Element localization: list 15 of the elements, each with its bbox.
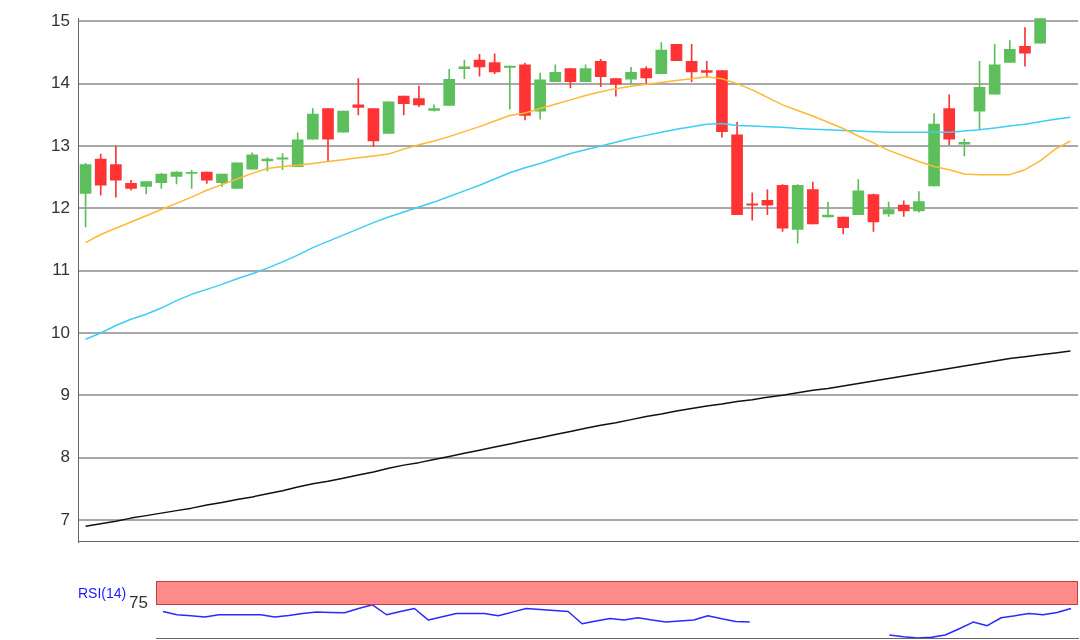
y-tick-label: 12: [51, 198, 70, 217]
candlestick: [746, 192, 759, 221]
y-tick-label: 14: [51, 73, 70, 93]
y-tick-label: 9: [60, 385, 70, 404]
y-tick-label: 11: [52, 260, 70, 280]
y-tick-label: 8: [60, 447, 70, 467]
y-tick-label: 15: [51, 11, 70, 30]
y-tick-label: 10: [51, 322, 70, 342]
candlestick: [503, 65, 516, 110]
text: 75: [129, 592, 148, 612]
candlestick: [352, 78, 365, 116]
y-tick-label: 7: [60, 509, 70, 529]
chart-title: RSI(14): [78, 585, 127, 602]
candlestick: [1019, 27, 1031, 67]
y-tick-label: 13: [51, 135, 70, 155]
